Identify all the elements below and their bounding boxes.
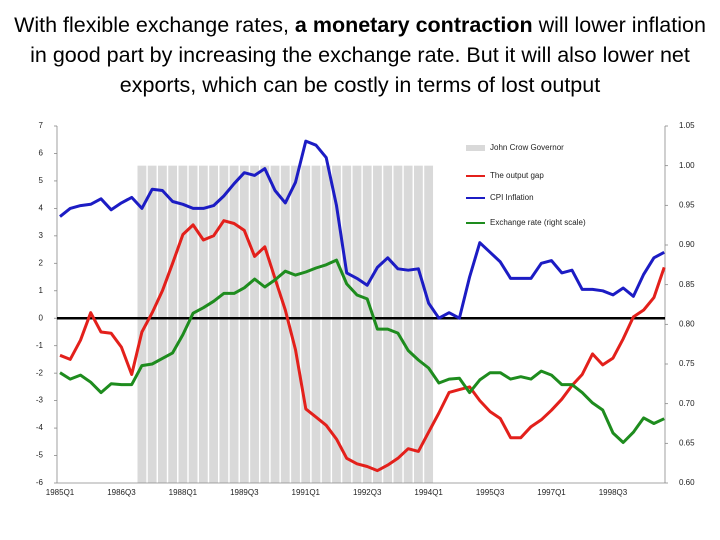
shade-bar: [352, 165, 362, 483]
shade-bar: [383, 165, 393, 483]
x-tick-label: 1997Q1: [537, 488, 566, 497]
y2-tick-label: 0.60: [679, 478, 695, 487]
shade-bar: [291, 165, 300, 483]
shade-bar: [158, 165, 167, 483]
x-tick-label: 1995Q3: [476, 488, 505, 497]
y-tick-label: 5: [39, 176, 44, 185]
shade-bar: [311, 165, 321, 483]
shade-bar: [260, 165, 270, 483]
y-tick-label: -4: [36, 423, 44, 432]
shade-bar: [168, 165, 178, 483]
y-tick-label: -1: [36, 341, 44, 350]
shade-bar: [280, 165, 290, 483]
series-line: [59, 258, 665, 444]
shade-bar: [229, 165, 239, 483]
y2-tick-label: 0.70: [679, 399, 695, 408]
title-bold: a monetary contraction: [294, 13, 533, 37]
x-tick-label: 1998Q3: [599, 488, 628, 497]
y2-tick-label: 0.90: [679, 240, 695, 249]
shade-bar: [270, 165, 280, 483]
shade-bar: [137, 165, 147, 483]
x-tick-label: 1989Q3: [230, 488, 259, 497]
x-tick-label: 1994Q1: [414, 488, 443, 497]
shade-bar: [321, 165, 331, 483]
shade-bar: [393, 165, 403, 483]
shade-bar: [178, 165, 188, 483]
y-tick-label: -6: [36, 478, 44, 487]
shade-bar: [198, 165, 208, 483]
y-tick-label: 6: [39, 149, 44, 158]
y2-tick-label: 0.95: [679, 200, 695, 209]
shade-bar: [209, 165, 218, 483]
shade-bar: [250, 165, 259, 483]
legend-swatch: [466, 145, 485, 151]
y-tick-label: -3: [36, 396, 44, 405]
slide-title: With flexible exchange rates, a monetary…: [10, 10, 710, 100]
y-tick-label: 0: [39, 313, 44, 322]
shade-bar: [414, 165, 423, 483]
title-text: will lower inflation in good part by inc…: [30, 13, 706, 97]
shade-bar: [373, 165, 382, 483]
legend-label: John Crow Governor: [490, 143, 564, 152]
y-tick-label: 4: [39, 203, 44, 212]
y2-tick-label: 0.75: [679, 359, 695, 368]
series-line: [59, 139, 665, 320]
x-tick-label: 1992Q3: [353, 488, 382, 497]
x-tick-label: 1991Q1: [292, 488, 321, 497]
series-line: [59, 219, 666, 473]
legend-label: The output gap: [490, 171, 544, 180]
y2-tick-label: 0.65: [679, 438, 695, 447]
x-tick-label: 1986Q3: [107, 488, 136, 497]
legend-label: CPI Inflation: [490, 193, 534, 202]
legend-label: Exchange rate (right scale): [490, 218, 586, 227]
y-tick-label: 3: [39, 231, 44, 240]
shade-bar: [147, 165, 157, 483]
shade-bar: [424, 165, 434, 483]
title-text: With flexible exchange rates,: [14, 13, 295, 37]
y-tick-label: 1: [39, 286, 44, 295]
shade-bar: [219, 165, 229, 483]
shade-bar: [342, 165, 352, 483]
shade-bar: [301, 165, 311, 483]
shade-bar: [403, 165, 413, 483]
y2-tick-label: 1.05: [679, 121, 695, 130]
x-tick-label: 1988Q1: [169, 488, 198, 497]
y-tick-label: 7: [39, 121, 44, 130]
x-tick-label: 1985Q1: [46, 488, 75, 497]
y-tick-label: 2: [39, 258, 44, 267]
y2-tick-label: 0.85: [679, 280, 695, 289]
y-tick-label: -5: [36, 451, 44, 460]
y2-tick-label: 0.80: [679, 319, 695, 328]
y-tick-label: -2: [36, 368, 44, 377]
shade-bar: [239, 165, 249, 483]
shade-bar: [188, 165, 198, 483]
shade-bar: [362, 165, 372, 483]
y2-tick-label: 1.00: [679, 161, 695, 170]
shade-bar: [332, 165, 341, 483]
